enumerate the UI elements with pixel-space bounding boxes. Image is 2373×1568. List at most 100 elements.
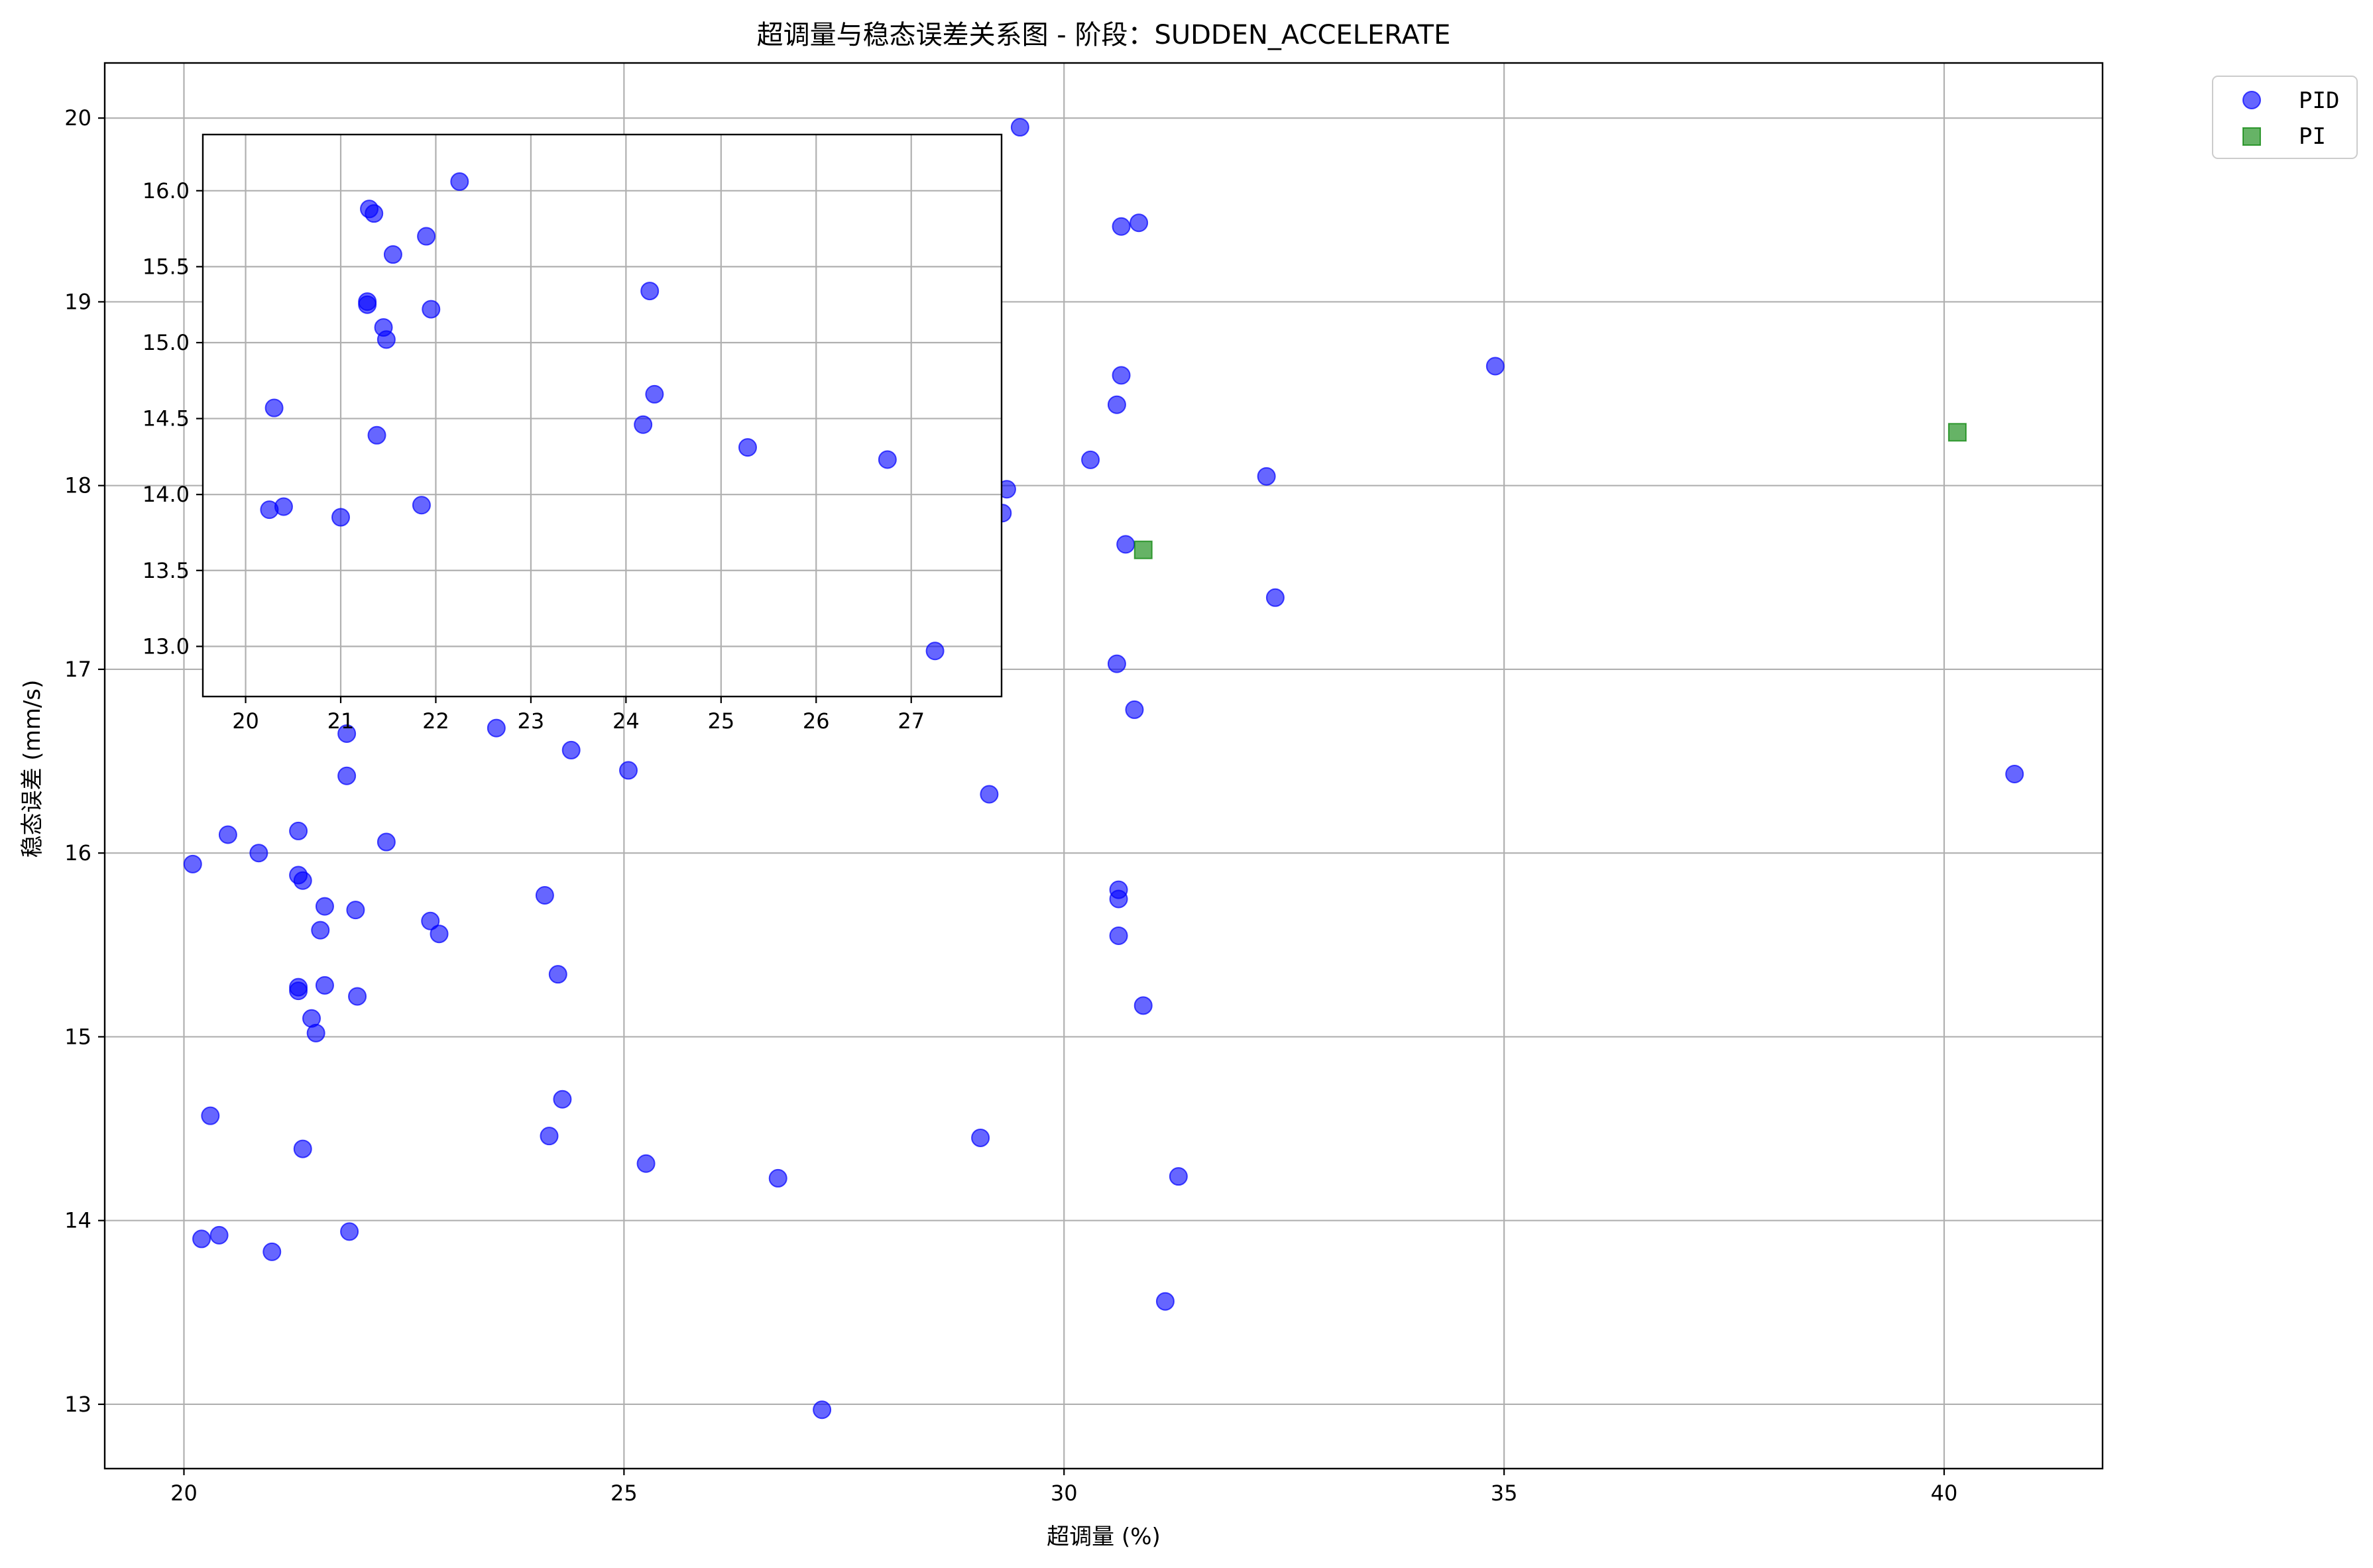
pid-data-point [201,1106,220,1125]
main-y-tick-label: 20 [64,105,91,131]
pid-data-point [192,1229,211,1249]
pid-data-point [430,924,449,944]
inset-y-tick-label: 16.0 [143,178,190,203]
pid-data-point [1107,654,1126,673]
legend-pi-label: PI [2299,123,2326,150]
inset-points [260,172,945,661]
pid-data-point [1155,1292,1175,1311]
inset-axes-frame [202,133,1003,698]
main-x-tick-label: 30 [1051,1481,1078,1506]
pid-data-point [768,1168,787,1188]
inset-ticks: 20 21 22 23 24 25 26 27 13.0 13.5 14.0 14.5 15.0 15.5… [143,178,925,734]
inset-data-point [417,227,436,246]
pid-data-point [1109,889,1128,909]
inset-data-point [365,204,384,223]
main-y-tick-label: 19 [64,289,91,314]
pid-data-point [1125,700,1144,719]
pid-data-point [1112,366,1131,385]
pid-data-point [636,1154,656,1173]
pid-data-point [209,1225,229,1245]
pid-data-point [619,761,638,780]
pid-data-point [1265,588,1285,607]
pid-data-point [249,844,268,863]
pid-data-point [1133,996,1153,1015]
pid-data-point [348,987,367,1006]
pid-data-point [971,1128,990,1147]
pid-data-point [980,785,999,804]
pid-data-point [376,832,396,852]
inset-data-point [331,508,351,527]
inset-x-tick-label: 24 [612,708,640,734]
pid-data-point [306,1023,325,1042]
pid-data-point [337,766,357,785]
pid-data-point [1010,118,1029,137]
inset-y-tick-label: 15.0 [143,330,190,355]
inset-x-tick-label: 26 [803,708,830,734]
inset-data-point [367,425,386,445]
pid-data-point [293,1139,312,1158]
main-points [183,118,2024,1420]
legend-pi-marker [2242,127,2261,146]
pid-data-point [548,965,567,984]
pid-data-point [315,897,334,916]
main-x-tick-label: 20 [170,1481,198,1506]
main-y-tick-label: 14 [64,1208,91,1233]
inset-y-tick-label: 14.5 [143,406,190,431]
pid-data-point [535,885,554,905]
inset-y-tick-label: 15.5 [143,254,190,279]
main-x-tick-label: 35 [1491,1481,1518,1506]
pid-data-point [813,1400,832,1420]
pid-data-point [421,911,440,930]
inset-x-tick-label: 22 [422,708,449,734]
inset-data-point [640,282,660,301]
pid-data-point [315,976,334,995]
inset-data-point [412,496,431,515]
pid-data-point [337,724,357,743]
pid-data-point [289,821,308,840]
main-axes-frame [103,62,2104,1470]
pid-data-point [1169,1167,1188,1186]
main-y-tick-label: 18 [64,473,91,498]
pid-data-point [1116,535,1135,554]
inset-background [203,135,1002,697]
inset-data-point [738,438,757,457]
pid-data-point [2005,764,2024,783]
inset-data-point [358,295,377,314]
inset-data-point [274,497,293,516]
pid-data-point [561,740,581,759]
x-axis-label: 超调量 (%) [1047,1524,1161,1550]
main-y-tick-label: 17 [64,657,91,682]
pid-data-point [1485,357,1505,376]
inset-data-point [878,450,897,469]
pid-data-point [218,825,237,844]
inset-x-tick-label: 21 [327,708,355,734]
pid-data-point [1109,926,1128,945]
main-y-tick-label: 13 [64,1392,91,1417]
inset-x-tick-label: 23 [518,708,545,734]
pid-data-point [1081,450,1100,469]
inset-x-tick-label: 20 [232,708,259,734]
inset-y-tick-label: 14.0 [143,482,190,507]
inset-data-point [422,300,441,319]
inset-y-tick-label: 13.5 [143,558,190,583]
pid-data-point [1107,395,1126,414]
inset-data-point [645,384,664,404]
legend-pid-label: PID [2299,87,2339,114]
main-x-tick-label: 40 [1931,1481,1958,1506]
pid-data-point [1257,467,1276,486]
pid-data-point [289,981,308,1001]
inset-x-tick-label: 27 [897,708,925,734]
inset-data-point [264,398,284,418]
inset-y-tick-label: 13.0 [143,634,190,659]
inset-data-point [925,642,945,661]
pid-data-point [346,901,365,920]
pid-data-point [183,854,202,873]
inset-data-point [383,245,402,264]
pi-data-point [1947,423,1967,442]
legend: PID PI [2212,76,2358,159]
main-y-tick-label: 16 [64,840,91,866]
main-ticks: 20 25 30 35 40 13 14 15 16 17 18 19 20 [64,105,1957,1506]
y-axis-label: 稳态误差 (mm/s) [19,680,46,858]
main-x-tick-label: 25 [610,1481,638,1506]
